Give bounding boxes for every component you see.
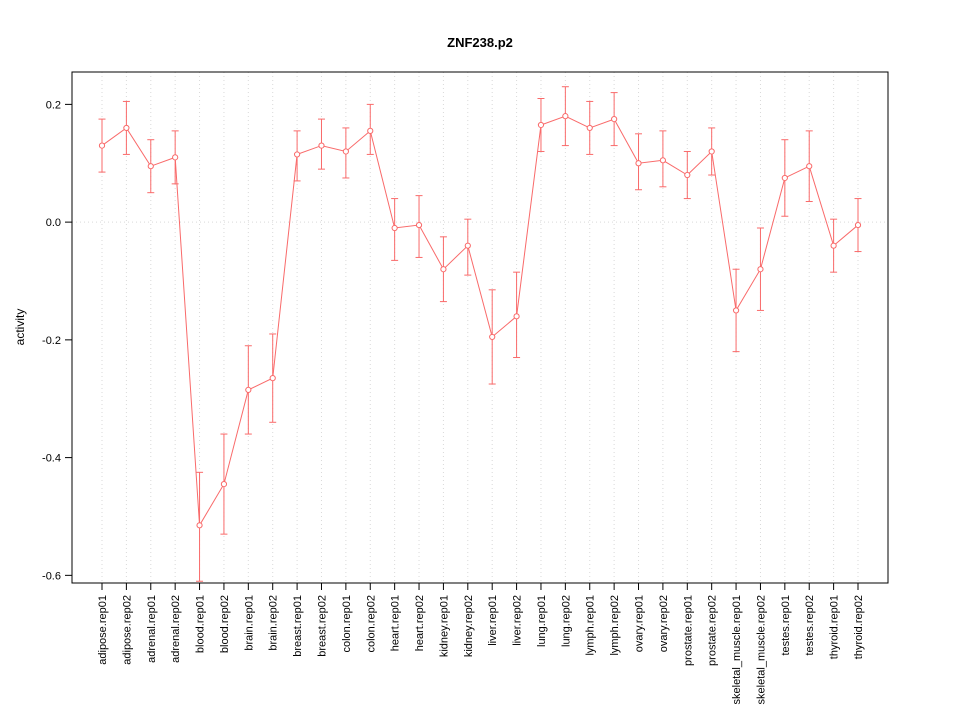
y-axis-label: activity [13, 309, 27, 346]
data-point [684, 171, 691, 179]
data-point [464, 242, 471, 249]
x-tick-label: heart.rep02 [414, 595, 426, 651]
data-point [367, 127, 374, 134]
x-tick-label: blood.rep02 [219, 595, 231, 653]
data-point [757, 266, 764, 273]
data-point [440, 266, 447, 273]
data-point [830, 242, 837, 249]
data-point [342, 148, 349, 155]
data-point [854, 221, 862, 229]
data-point [220, 480, 228, 488]
data-point [123, 124, 130, 132]
x-tick-label: liver.rep02 [512, 595, 524, 646]
x-tick-label: brain.rep02 [268, 595, 280, 651]
data-point [415, 221, 423, 229]
y-tick-label: 0.0 [46, 217, 61, 229]
y-tick-label: -0.4 [42, 453, 61, 465]
y-tick-label: 0.2 [46, 99, 61, 111]
x-tick-label: heart.rep01 [390, 595, 402, 651]
data-point [513, 313, 520, 320]
data-point [318, 142, 325, 149]
x-tick-label: lymph.rep02 [609, 595, 621, 656]
x-tick-label: lymph.rep01 [585, 595, 597, 656]
data-point [708, 148, 715, 155]
axis-layer: 0.2 0.0 -0.2 -0.4 -0.6 adipose.rep01 adipose.r… [42, 71, 889, 704]
data-point [732, 307, 740, 314]
x-tick-label: colon.rep01 [341, 595, 353, 653]
data-point [586, 124, 593, 132]
data-point [293, 151, 301, 158]
data-point [147, 163, 154, 170]
x-tick-label: ovary.rep02 [658, 595, 670, 652]
x-tick-label: adipose.rep02 [121, 595, 133, 665]
data-point [172, 154, 179, 161]
x-tick-label: adipose.rep01 [97, 595, 109, 665]
plot-border [71, 71, 889, 584]
data-point [391, 224, 398, 232]
x-tick-label: breast.rep01 [292, 595, 304, 657]
data-point [489, 333, 496, 341]
y-tick-label: -0.2 [42, 335, 61, 347]
x-tick-label: brain.rep01 [243, 595, 255, 651]
x-tick-label: liver.rep01 [487, 595, 499, 646]
x-tick-label: lung.rep01 [536, 595, 548, 647]
grid-layer [72, 72, 888, 583]
x-tick-label: testes.rep01 [780, 595, 792, 656]
data-point [98, 142, 106, 149]
x-tick-label: blood.rep01 [195, 595, 207, 653]
series-layer [98, 86, 862, 582]
data-point [806, 163, 813, 170]
data-point [196, 522, 203, 529]
x-tick-label: ovary.rep01 [634, 595, 646, 652]
chart-title: ZNF238.p2 [447, 35, 513, 50]
data-point [611, 115, 618, 123]
x-tick-label: testes.rep02 [804, 595, 816, 656]
x-tick-label: breast.rep02 [316, 595, 328, 657]
data-point [635, 160, 642, 167]
x-tick-label: adrenal.rep01 [146, 595, 158, 663]
x-tick-label: adrenal.rep02 [170, 595, 182, 663]
x-tick-label: thyroid.rep01 [829, 595, 841, 659]
x-tick-label: colon.rep02 [365, 595, 377, 653]
data-point [245, 386, 252, 394]
x-tick-label: kidney.rep01 [438, 595, 450, 657]
x-tick-label: thyroid.rep02 [853, 595, 865, 659]
x-tick-label: lung.rep02 [560, 595, 572, 647]
x-tick-label: skeletal_muscle.rep02 [755, 595, 767, 704]
data-point [537, 121, 545, 129]
data-point [269, 375, 276, 382]
data-point [781, 174, 788, 182]
data-point [659, 157, 667, 164]
series-line [101, 115, 859, 527]
x-tick-label: skeletal_muscle.rep01 [731, 595, 743, 704]
data-point [562, 113, 569, 120]
x-tick-label: prostate.rep01 [682, 595, 694, 666]
x-tick-label: prostate.rep02 [707, 595, 719, 666]
y-tick-label: -0.6 [42, 570, 61, 582]
x-tick-label: kidney.rep02 [463, 595, 475, 657]
